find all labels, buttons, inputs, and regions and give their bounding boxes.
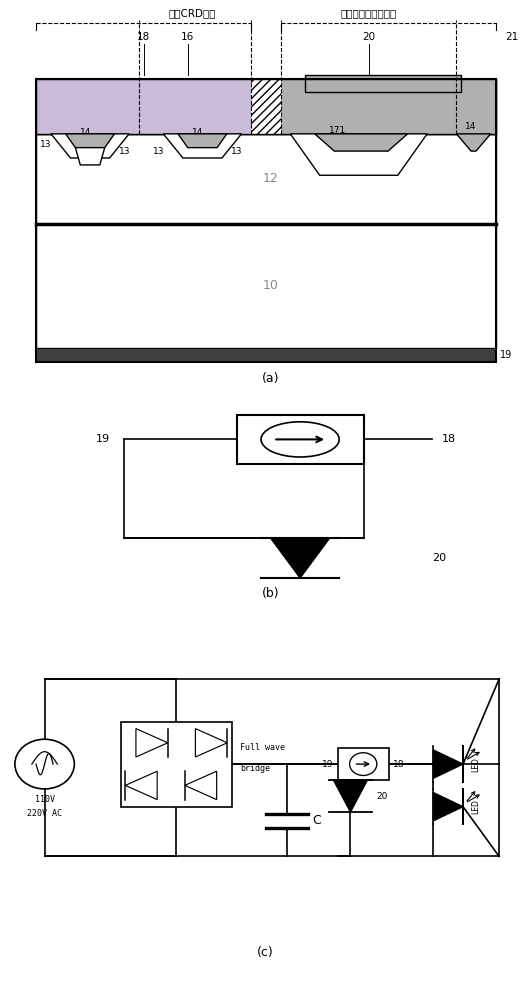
Polygon shape: [164, 134, 242, 158]
Text: 18: 18: [137, 32, 150, 42]
Text: 15: 15: [353, 160, 364, 169]
Text: 19: 19: [500, 350, 512, 360]
Text: LED: LED: [472, 799, 481, 814]
Text: 20: 20: [362, 32, 375, 42]
Polygon shape: [290, 134, 427, 175]
Bar: [338, 748, 389, 780]
Text: 18: 18: [393, 760, 405, 769]
Bar: [121, 722, 232, 807]
Bar: [36, 79, 495, 362]
Text: 19: 19: [96, 434, 109, 444]
Bar: [237, 415, 364, 464]
Text: 16: 16: [181, 32, 194, 42]
Text: Full wave: Full wave: [240, 743, 285, 752]
Text: 20: 20: [432, 553, 446, 563]
Polygon shape: [51, 134, 129, 158]
Bar: [36, 224, 495, 348]
Bar: [36, 348, 495, 362]
Text: 单个CRD元胞: 单个CRD元胞: [169, 8, 217, 18]
Text: 14: 14: [465, 122, 477, 131]
Polygon shape: [75, 148, 105, 165]
Text: (b): (b): [262, 587, 280, 600]
Bar: [36, 79, 495, 134]
Text: 18: 18: [442, 434, 456, 444]
Text: (c): (c): [257, 946, 274, 959]
Polygon shape: [433, 750, 463, 778]
Polygon shape: [185, 771, 217, 800]
Bar: [36, 79, 251, 134]
Polygon shape: [271, 538, 329, 578]
Text: 21: 21: [506, 32, 519, 42]
Text: 110V: 110V: [35, 795, 55, 804]
Polygon shape: [457, 134, 491, 151]
Text: 14: 14: [348, 140, 359, 149]
Polygon shape: [178, 134, 227, 148]
Polygon shape: [125, 771, 157, 800]
Text: C: C: [312, 814, 321, 827]
Text: (a): (a): [262, 372, 279, 385]
Text: 220V AC: 220V AC: [27, 809, 62, 818]
Circle shape: [349, 753, 377, 775]
Bar: [36, 79, 495, 134]
Text: 14: 14: [80, 128, 91, 137]
Bar: [280, 79, 495, 134]
Text: 14: 14: [192, 128, 203, 137]
Bar: [305, 75, 461, 92]
Text: 172: 172: [76, 143, 94, 152]
Text: bridge: bridge: [240, 764, 270, 773]
Circle shape: [261, 422, 339, 457]
Text: 13: 13: [231, 147, 242, 156]
Text: 19: 19: [322, 760, 333, 769]
Text: 13: 13: [118, 147, 130, 156]
Bar: [36, 134, 495, 224]
Text: 10: 10: [263, 279, 279, 292]
Polygon shape: [433, 792, 463, 821]
Text: LED: LED: [472, 757, 481, 772]
Polygon shape: [315, 134, 408, 151]
Bar: [251, 79, 280, 134]
Circle shape: [15, 739, 74, 789]
Text: 20: 20: [376, 792, 387, 801]
Text: 瞬态电压抑制二极管: 瞬态电压抑制二极管: [340, 8, 397, 18]
Polygon shape: [136, 729, 168, 757]
Text: 12: 12: [263, 172, 279, 185]
Text: 13: 13: [40, 140, 52, 149]
Polygon shape: [195, 729, 227, 757]
Text: 171: 171: [329, 126, 347, 135]
Polygon shape: [333, 780, 367, 812]
Text: 13: 13: [153, 147, 164, 156]
Polygon shape: [66, 134, 115, 148]
